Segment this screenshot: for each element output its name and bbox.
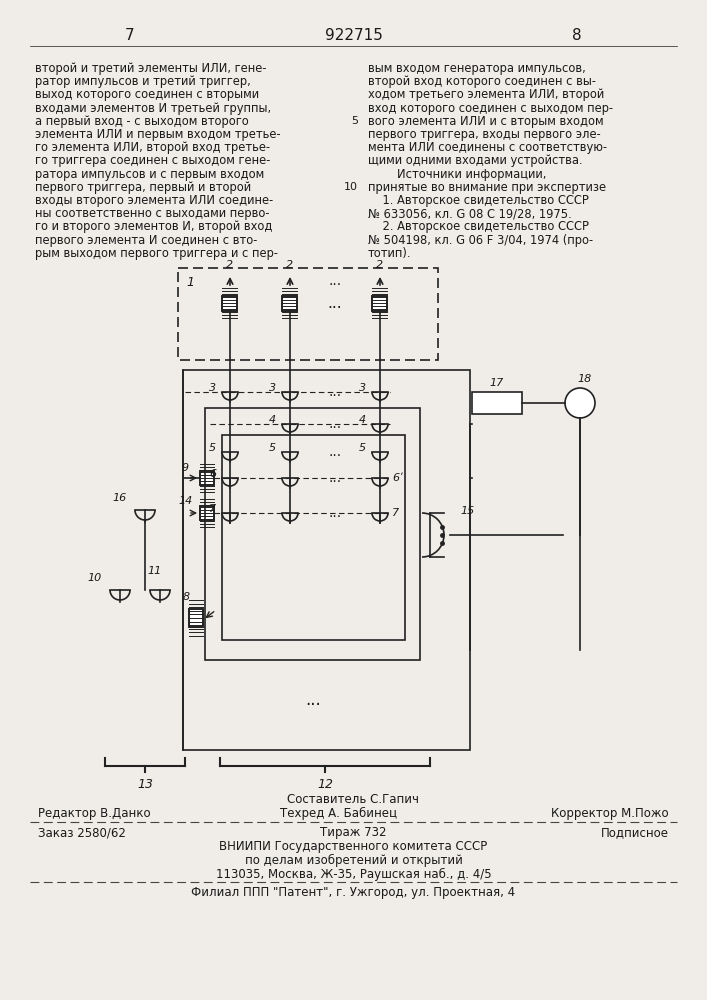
- Text: мента ИЛИ соединены с соответствую-: мента ИЛИ соединены с соответствую-: [368, 141, 607, 154]
- Bar: [373, 296, 387, 310]
- Text: 113035, Москва, Ж-35, Раушская наб., д. 4/5: 113035, Москва, Ж-35, Раушская наб., д. …: [216, 868, 491, 881]
- Text: Подписное: Подписное: [601, 826, 669, 839]
- Bar: [189, 609, 203, 627]
- Text: тотип).: тотип).: [368, 247, 411, 260]
- Text: ратора импульсов и с первым входом: ратора импульсов и с первым входом: [35, 168, 264, 181]
- Text: ...: ...: [329, 385, 341, 399]
- Text: 8: 8: [572, 27, 582, 42]
- Text: го элемента ИЛИ, второй вход третье-: го элемента ИЛИ, второй вход третье-: [35, 141, 270, 154]
- Text: Редактор В.Данко: Редактор В.Данко: [38, 807, 151, 820]
- Bar: [373, 296, 387, 310]
- Text: 7: 7: [392, 508, 399, 518]
- Text: 5: 5: [269, 443, 276, 453]
- Bar: [222, 435, 405, 640]
- Text: 5: 5: [359, 443, 366, 453]
- Text: го триггера соединен с выходом гене-: го триггера соединен с выходом гене-: [35, 154, 270, 167]
- Bar: [189, 609, 203, 627]
- Text: 8: 8: [182, 592, 189, 602]
- Text: 922715: 922715: [325, 27, 382, 42]
- Text: 7: 7: [209, 504, 216, 514]
- Text: 3: 3: [269, 383, 276, 393]
- Text: ратор импульсов и третий триггер,: ратор импульсов и третий триггер,: [35, 75, 251, 88]
- Text: 5: 5: [351, 116, 358, 126]
- Text: Составитель С.Гапич: Составитель С.Гапич: [288, 793, 419, 806]
- Text: ...: ...: [327, 296, 342, 310]
- Bar: [200, 471, 214, 485]
- Bar: [200, 471, 214, 485]
- Text: 18: 18: [578, 374, 592, 384]
- Text: ...: ...: [329, 445, 341, 459]
- Text: ...: ...: [329, 417, 341, 431]
- Text: Заказ 2580/62: Заказ 2580/62: [38, 826, 126, 839]
- Text: ...: ...: [329, 506, 341, 520]
- Bar: [472, 392, 522, 414]
- Bar: [200, 506, 214, 520]
- Text: Техред А. Бабинец: Техред А. Бабинец: [280, 807, 397, 820]
- Text: 2: 2: [376, 260, 384, 270]
- Text: ВНИИПИ Государственного комитета СССР: ВНИИПИ Государственного комитета СССР: [219, 840, 488, 853]
- Text: 10: 10: [88, 573, 102, 583]
- Text: выход которого соединен с вторыми: выход которого соединен с вторыми: [35, 88, 259, 101]
- Text: вход которого соединен с выходом пер-: вход которого соединен с выходом пер-: [368, 102, 613, 115]
- Text: второй и третий элементы ИЛИ, гене-: второй и третий элементы ИЛИ, гене-: [35, 62, 267, 75]
- Text: вым входом генератора импульсов,: вым входом генератора импульсов,: [368, 62, 586, 75]
- Text: 1: 1: [186, 276, 194, 289]
- Text: Корректор М.Пожо: Корректор М.Пожо: [551, 807, 669, 820]
- Text: 3: 3: [359, 383, 366, 393]
- Text: 4: 4: [359, 415, 366, 425]
- Text: принятые во внимание при экспертизе: принятые во внимание при экспертизе: [368, 181, 606, 194]
- Text: Источники информации,: Источники информации,: [368, 168, 547, 181]
- Text: го и второго элементов И, второй вход: го и второго элементов И, второй вход: [35, 220, 272, 233]
- Text: № 504198, кл. G 06 F 3/04, 1974 (про-: № 504198, кл. G 06 F 3/04, 1974 (про-: [368, 234, 593, 247]
- Text: 13: 13: [137, 778, 153, 790]
- Text: первого триггера, входы первого эле-: первого триггера, входы первого эле-: [368, 128, 601, 141]
- Text: ...: ...: [329, 274, 341, 288]
- Text: 14: 14: [179, 496, 193, 506]
- Text: 6ʹ: 6ʹ: [392, 473, 402, 483]
- Text: а первый вход - с выходом второго: а первый вход - с выходом второго: [35, 115, 249, 128]
- Text: 17: 17: [490, 378, 504, 388]
- Text: элемента ИЛИ и первым входом третье-: элемента ИЛИ и первым входом третье-: [35, 128, 281, 141]
- Text: 5: 5: [209, 443, 216, 453]
- Text: 12: 12: [317, 778, 333, 790]
- Text: ...: ...: [329, 471, 341, 485]
- Bar: [200, 506, 214, 520]
- Text: щими одними входами устройства.: щими одними входами устройства.: [368, 154, 583, 167]
- Bar: [283, 296, 298, 310]
- Text: рым выходом первого триггера и с пер-: рым выходом первого триггера и с пер-: [35, 247, 278, 260]
- Text: 2: 2: [226, 260, 233, 270]
- Text: 7: 7: [125, 27, 135, 42]
- Bar: [223, 296, 238, 310]
- Text: первого триггера, первый и второй: первого триггера, первый и второй: [35, 181, 251, 194]
- Text: ны соответственно с выходами перво-: ны соответственно с выходами перво-: [35, 207, 269, 220]
- Bar: [283, 296, 298, 310]
- Text: 10: 10: [344, 182, 358, 192]
- Text: 16: 16: [112, 493, 127, 503]
- Text: 2. Авторское свидетельство СССР: 2. Авторское свидетельство СССР: [368, 220, 589, 233]
- Text: второй вход которого соединен с вы-: второй вход которого соединен с вы-: [368, 75, 596, 88]
- Text: 11: 11: [148, 566, 162, 576]
- Text: первого элемента И соединен с вто-: первого элемента И соединен с вто-: [35, 234, 257, 247]
- Text: ...: ...: [305, 691, 322, 709]
- Text: 3: 3: [209, 383, 216, 393]
- Bar: [183, 370, 470, 750]
- Text: 4: 4: [269, 415, 276, 425]
- Text: 6: 6: [209, 469, 216, 479]
- Text: ходом третьего элемента ИЛИ, второй: ходом третьего элемента ИЛИ, второй: [368, 88, 604, 101]
- Bar: [178, 268, 438, 360]
- Text: Тираж 732: Тираж 732: [320, 826, 387, 839]
- Text: № 633056, кл. G 08 С 19/28, 1975.: № 633056, кл. G 08 С 19/28, 1975.: [368, 207, 572, 220]
- Text: Филиал ППП "Патент", г. Ужгород, ул. Проектная, 4: Филиал ППП "Патент", г. Ужгород, ул. Про…: [192, 886, 515, 899]
- Text: 9: 9: [182, 463, 189, 473]
- Circle shape: [565, 388, 595, 418]
- Text: 1. Авторское свидетельство СССР: 1. Авторское свидетельство СССР: [368, 194, 589, 207]
- Text: 2: 2: [286, 260, 293, 270]
- Bar: [205, 408, 420, 660]
- Bar: [223, 296, 238, 310]
- Text: вого элемента ИЛИ и с вторым входом: вого элемента ИЛИ и с вторым входом: [368, 115, 604, 128]
- Text: входы второго элемента ИЛИ соедине-: входы второго элемента ИЛИ соедине-: [35, 194, 273, 207]
- Text: входами элементов И третьей группы,: входами элементов И третьей группы,: [35, 102, 271, 115]
- Text: по делам изобретений и открытий: по делам изобретений и открытий: [245, 854, 462, 867]
- Text: 15: 15: [460, 506, 474, 516]
